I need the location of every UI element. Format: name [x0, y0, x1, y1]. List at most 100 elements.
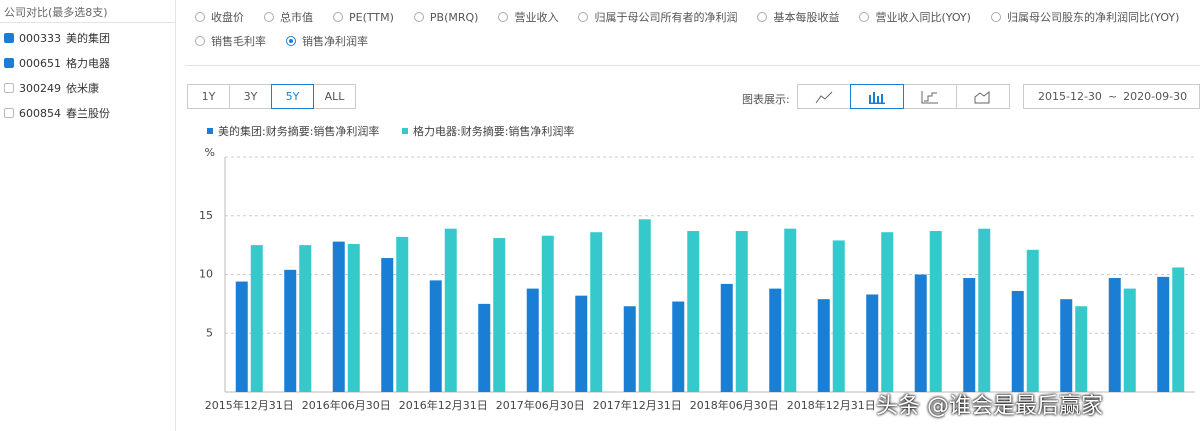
indicator-option[interactable]: 归属母公司股东的净利润同比(YOY)	[990, 9, 1180, 25]
legend-swatch	[402, 128, 408, 134]
radio-circle[interactable]	[757, 12, 768, 22]
icon	[921, 90, 938, 103]
bar	[575, 295, 588, 392]
date-separator: ~	[1107, 90, 1118, 103]
bar	[929, 231, 942, 392]
chart-type-buttons	[797, 84, 1010, 109]
step-chart-button[interactable]	[903, 84, 957, 109]
bar	[250, 245, 263, 392]
company-name: 美的集团	[66, 32, 110, 45]
option-label: 销售净利润率	[302, 35, 368, 48]
checkbox[interactable]	[4, 33, 14, 43]
x-tick-label: 2017年06月30日	[496, 398, 585, 412]
bar	[1060, 299, 1073, 392]
legend-swatch	[207, 128, 213, 134]
legend-label: 美的集团:财务摘要:销售净利润率	[218, 124, 379, 138]
option-label: 销售毛利率	[211, 35, 266, 48]
bar	[720, 283, 733, 392]
bar	[396, 236, 409, 392]
bar	[1075, 306, 1088, 392]
checkbox[interactable]	[4, 108, 14, 118]
indicator-option[interactable]: 总市值	[264, 9, 313, 25]
x-tick-label: 2016年06月30日	[302, 398, 391, 412]
bar	[784, 228, 797, 392]
range-buttons: 1Y 3Y 5Y ALL	[187, 84, 356, 109]
indicator-option[interactable]: 归属于母公司所有者的净利润	[578, 9, 737, 25]
option-label: 收盘价	[211, 11, 244, 24]
bar	[235, 281, 248, 392]
range-button[interactable]: 1Y	[187, 84, 230, 109]
range-button[interactable]: 5Y	[271, 84, 314, 109]
bar	[478, 303, 491, 392]
divider	[185, 65, 1200, 66]
company-code: 300249	[19, 81, 61, 95]
y-tick-label: 15	[199, 209, 213, 222]
bar	[769, 288, 782, 392]
indicator-option[interactable]: PE(TTM)	[333, 9, 394, 25]
sidebar: 公司对比(最多选8支) 000333 美的集团 000651 格力电器 300249 依米…	[0, 0, 176, 431]
bar	[1123, 288, 1136, 392]
company-item[interactable]: 000333 美的集团	[4, 30, 110, 46]
bar	[590, 232, 603, 392]
icon	[869, 91, 885, 104]
indicator-option[interactable]: 营业收入	[498, 9, 558, 25]
radio-circle[interactable]	[333, 12, 343, 22]
date-range[interactable]: 2015-12-30 ~ 2020-09-30	[1023, 84, 1200, 109]
option-label: 营业收入	[514, 11, 559, 24]
bar	[1172, 267, 1185, 392]
legend-label: 格力电器:财务摘要:销售净利润率	[413, 124, 574, 138]
option-label: 归属母公司股东的净利润同比(YOY)	[1006, 11, 1180, 24]
company-item[interactable]: 600854 春兰股份	[4, 105, 110, 121]
line-chart-button[interactable]	[797, 84, 851, 109]
option-label: 基本每股收益	[773, 11, 840, 24]
indicator-option[interactable]: 营业收入同比(YOY)	[859, 9, 971, 25]
bar	[347, 243, 360, 392]
y-tick-label: 5	[206, 326, 213, 339]
bar-chart-button[interactable]	[850, 84, 904, 109]
radio-circle[interactable]	[264, 12, 274, 22]
bar	[914, 274, 927, 392]
checkbox[interactable]	[4, 83, 14, 93]
bar	[429, 280, 442, 392]
radio-circle[interactable]	[990, 12, 1001, 22]
company-item[interactable]: 000651 格力电器	[4, 55, 110, 71]
company-code: 000333	[19, 31, 61, 45]
checkbox[interactable]	[4, 58, 14, 68]
radio-circle[interactable]	[286, 36, 296, 46]
bar	[735, 231, 748, 392]
x-tick-label: 2016年12月31日	[399, 398, 488, 412]
bar	[832, 240, 845, 392]
bar	[963, 278, 976, 392]
radio-circle[interactable]	[413, 12, 424, 22]
option-label: PB(MRQ)	[429, 10, 479, 24]
bar	[526, 288, 539, 392]
radio-circle[interactable]	[195, 12, 205, 22]
company-item[interactable]: 300249 依米康	[4, 80, 99, 96]
radio-circle[interactable]	[498, 12, 509, 22]
option-label: 归属于母公司所有者的净利润	[594, 11, 738, 24]
indicator-option[interactable]: 收盘价	[195, 9, 244, 25]
bar	[541, 235, 554, 392]
indicator-option[interactable]: 销售毛利率	[195, 33, 266, 49]
x-tick-label: 2015年12月31日	[205, 398, 294, 412]
indicator-options: 收盘价 总市值 PE(TTM) PB(MRQ) 营业收入 归属于母公司所有者的净利润 基本每…	[195, 9, 1195, 49]
bar	[299, 245, 312, 392]
bar	[332, 241, 345, 392]
company-code: 000651	[19, 56, 61, 70]
area-chart-button[interactable]	[956, 84, 1010, 109]
radio-circle[interactable]	[859, 12, 870, 22]
radio-circle[interactable]	[578, 12, 589, 22]
option-label: 营业收入同比(YOY)	[875, 11, 971, 24]
indicator-option[interactable]: 基本每股收益	[757, 9, 839, 25]
indicator-option[interactable]: PB(MRQ)	[413, 9, 479, 25]
range-button[interactable]: ALL	[313, 84, 356, 109]
bar	[1011, 290, 1024, 392]
range-button[interactable]: 3Y	[229, 84, 272, 109]
radio-circle[interactable]	[195, 36, 205, 46]
indicator-option[interactable]: 销售净利润率	[286, 33, 368, 49]
bar	[817, 299, 830, 392]
company-code: 600854	[19, 106, 61, 120]
bar	[638, 219, 651, 392]
bar	[284, 269, 297, 392]
